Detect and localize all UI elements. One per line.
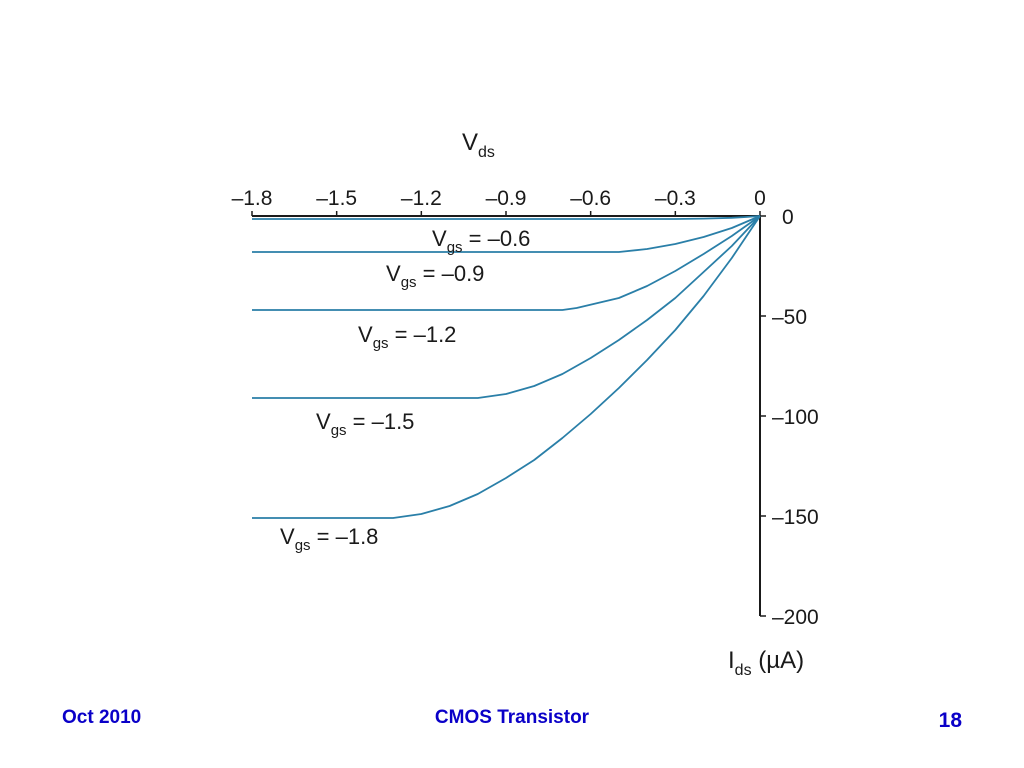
series-line-vgs-2 xyxy=(252,215,761,253)
y-axis-title: Ids (µA) xyxy=(728,647,804,679)
x-tick-label: –1.5 xyxy=(316,187,357,210)
series-label: Vgs = –1.8 xyxy=(280,524,378,554)
y-tick-label: –100 xyxy=(772,406,819,429)
y-tick-label: –200 xyxy=(772,606,819,629)
series-label: Vgs = –1.5 xyxy=(316,409,414,439)
series-line-vgs-1 xyxy=(252,215,761,220)
x-tick-label: –1.8 xyxy=(232,187,273,210)
series-label: Vgs = –1.2 xyxy=(358,322,456,352)
page-number: 18 xyxy=(938,709,962,732)
series-line-vgs-4 xyxy=(252,215,761,399)
series-line-vgs-3 xyxy=(252,215,761,311)
series-label: Vgs = –0.9 xyxy=(386,261,484,291)
series-label: Vgs = –0.6 xyxy=(432,226,530,256)
curve-labels: Vgs = –0.6 Vgs = –0.9 Vgs = –1.2 Vgs = –1.5… xyxy=(280,226,530,554)
x-axis-title: Vds xyxy=(462,129,495,161)
iv-characteristic-chart: –1.8 –1.5 –1.2 –0.9 –0.6 –0.3 00 –50 –100 –150 –20… xyxy=(232,129,819,679)
footer-date: Oct 2010 xyxy=(62,707,142,728)
y-tick-label: –50 xyxy=(772,306,807,329)
x-tick-label: –1.2 xyxy=(401,187,442,210)
curves xyxy=(252,215,761,519)
y-tick-label: –150 xyxy=(772,506,819,529)
x-tick-label: –0.3 xyxy=(655,187,696,210)
series-line-vgs-5 xyxy=(252,215,761,519)
y-tick-label: 0 xyxy=(782,206,794,229)
axes: –1.8 –1.5 –1.2 –0.9 –0.6 –0.3 00 –50 –100 –150 –20… xyxy=(232,129,819,679)
x-tick-label: 0 xyxy=(754,187,766,210)
x-tick-label: –0.6 xyxy=(570,187,611,210)
x-tick-label: –0.9 xyxy=(486,187,527,210)
footer-title: CMOS Transistor xyxy=(434,707,590,728)
